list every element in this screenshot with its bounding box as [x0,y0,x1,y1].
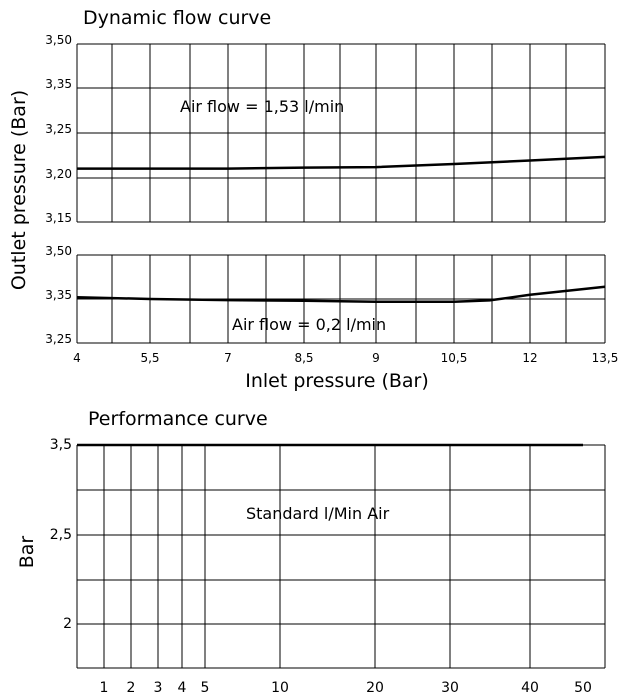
x-tick-label: 40 [521,680,539,695]
x-tick-label: 13,5 [592,351,619,365]
x-tick-label: 7 [224,351,232,365]
x-tick-label: 2 [127,680,136,695]
y-tick-label: 3,35 [45,288,72,302]
series-label: Air flow = 1,53 l/min [180,97,344,116]
y-tick-label: 3,5 [50,437,72,453]
x-tick-label: 1 [100,680,109,695]
y-tick-label: 3,25 [45,332,72,346]
x-tick-label: 20 [366,680,384,695]
x-tick-label: 50 [574,680,592,695]
y-tick-label: 2,5 [50,527,72,543]
y-tick-label: 3,25 [45,122,72,136]
y-tick-label: 3,35 [45,77,72,91]
x-tick-label: 9 [372,351,380,365]
series-line [77,155,606,170]
x-tick-label: 5 [201,680,210,695]
series-line [76,285,606,304]
y-axis-label: Bar [16,536,38,569]
dynamic-flow-lower-panel: 3,50 3,35 3,254 5,5 7 8,5 9 10,5 12 13,5 Inlet pre… [45,244,618,392]
y-tick-label: 3,50 [45,33,72,47]
chart-title: Dynamic flow curve [83,7,271,29]
dynamic-flow-upper-panel: Dynamic flow curve 3,50 3,35 3,25 3,20 3,15 Ai… [8,7,606,290]
x-tick-label: 12 [522,351,537,365]
y-tick-label: 2 [63,616,72,632]
series-label: Standard l/Min Air [246,504,390,523]
x-tick-label: 4 [73,351,81,365]
x-tick-label: 5,5 [140,351,159,365]
x-tick-label: 8,5 [294,351,313,365]
y-tick-label: 3,50 [45,244,72,258]
x-tick-label: 10 [271,680,289,695]
y-axis-label: Outlet pressure (Bar) [8,90,30,290]
x-tick-label: 4 [178,680,187,695]
y-tick-label: 3,20 [45,167,72,181]
x-tick-label: 10,5 [441,351,468,365]
x-tick-label: 30 [441,680,459,695]
x-tick-label: 3 [154,680,163,695]
y-tick-label: 3,15 [45,211,72,225]
performance-curve-panel: Performance curve 3,5 2,5 2 1 2 3 4 5 10 20 30 40 50 S… [16,408,606,695]
x-axis-label: Inlet pressure (Bar) [245,370,429,392]
series-label: Air flow = 0,2 l/min [232,315,386,334]
chart-title: Performance curve [88,408,268,430]
